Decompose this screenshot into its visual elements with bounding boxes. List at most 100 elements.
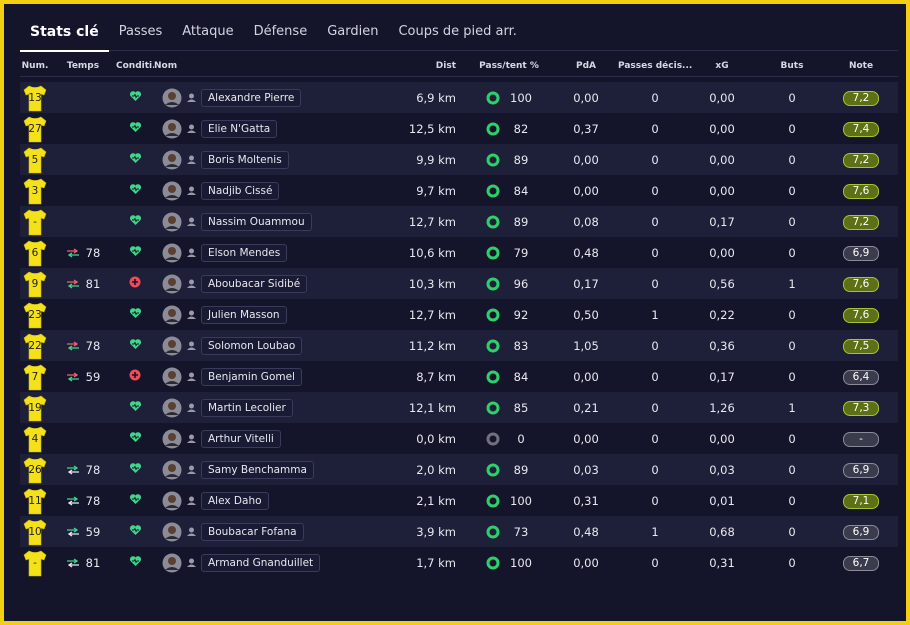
pass-ring [486, 401, 500, 414]
key-passes: 1 [651, 307, 659, 322]
player-row[interactable]: 7 59 Benjamin Gomel 8,7 km 84 0,00 0 0,17 0 6,4 [20, 361, 898, 392]
sub-icon [66, 371, 79, 382]
player-row[interactable]: 27 Elie N'Gatta 12,5 km 82 0,37 0 0,00 0 7,4 [20, 113, 898, 144]
sub-time: 81 [50, 556, 116, 570]
player-avatar [162, 336, 182, 355]
key-passes: 0 [651, 276, 659, 291]
jersey: 13 [20, 84, 50, 112]
pass-value: 100 [510, 555, 532, 570]
sub-icon [66, 495, 79, 506]
tab[interactable]: Défense [253, 24, 308, 39]
pda: 0,00 [573, 555, 599, 570]
condition [116, 431, 154, 446]
tab[interactable]: Stats clé [20, 14, 109, 52]
jersey-icon [23, 519, 47, 545]
pass-accuracy: 89 [464, 215, 554, 229]
jersey-number: 13 [28, 91, 42, 104]
player-row[interactable]: 23 Julien Masson 12,7 km 92 0,50 1 0,22 0 7,6 [20, 299, 898, 330]
goals: 0 [788, 524, 796, 539]
player-row[interactable]: - 81 Armand Gnanduillet 1,7 km 100 0,00 0 0,31 0… [20, 547, 898, 578]
role-icon [187, 403, 196, 412]
player-row[interactable]: 5 Boris Moltenis 9,9 km 89 0,00 0 0,00 0 7,2 [20, 144, 898, 175]
jersey-number: 9 [31, 277, 39, 290]
xg: 0,56 [709, 276, 735, 291]
player-name[interactable]: Samy Benchamma [201, 460, 314, 479]
role-icon [187, 527, 196, 536]
player-row[interactable]: 3 Nadjib Cissé 9,7 km 84 0,00 0 0,00 0 7,6 [20, 175, 898, 206]
key-passes: 0 [651, 400, 659, 415]
player-name[interactable]: Benjamin Gomel [201, 367, 302, 386]
tab[interactable]: Attaque [182, 24, 234, 39]
key-passes: 0 [651, 121, 659, 136]
note-cell: 6,4 [832, 369, 890, 385]
goals: 0 [788, 369, 796, 384]
player-name[interactable]: Martin Lecolier [201, 398, 293, 417]
pass-accuracy: 100 [464, 556, 554, 570]
player-row[interactable]: 26 78 Samy Benchamma 2,0 km 89 0,03 0 0,03 0 6,9 [20, 454, 898, 485]
note-cell: 7,2 [832, 152, 890, 168]
jersey-number: 3 [31, 184, 39, 197]
player-row[interactable]: 9 81 Aboubacar Sidibé 10,3 km 96 0,17 0 0,56 1 7,… [20, 268, 898, 299]
jersey: 26 [20, 456, 50, 484]
player-row[interactable]: 22 78 Solomon Loubao 11,2 km 83 1,05 0 0,36 0 7,5 [20, 330, 898, 361]
jersey-icon [23, 364, 47, 390]
player-avatar [162, 491, 182, 510]
pda: 0,37 [573, 121, 599, 136]
player-name[interactable]: Elson Mendes [201, 243, 288, 262]
condition [116, 245, 154, 260]
player-name[interactable]: Aboubacar Sidibé [201, 274, 308, 293]
sub-minute: 78 [85, 493, 101, 508]
player-avatar [162, 522, 182, 541]
pda: 0,08 [573, 214, 599, 229]
player-row[interactable]: 11 78 Alex Daho 2,1 km 100 0,31 0 0,01 0 7,1 [20, 485, 898, 516]
note-cell: 7,6 [832, 183, 890, 199]
player-name[interactable]: Elie N'Gatta [201, 119, 278, 138]
key-passes: 0 [651, 152, 659, 167]
xg: 0,00 [709, 245, 735, 260]
condition [116, 524, 154, 539]
tab-bar: Stats clé Passes Attaque Défense Gardien Coup… [20, 14, 898, 52]
condition [116, 276, 154, 291]
player-row[interactable]: 6 78 Elson Mendes 10,6 km 79 0,48 0 0,00 0 6,9 [20, 237, 898, 268]
condition [116, 338, 154, 353]
tab[interactable]: Coups de pied arr. [398, 24, 517, 39]
player-row[interactable]: 4 Arthur Vitelli 0,0 km 0 0,00 0 0,00 0 - [20, 423, 898, 454]
player-row[interactable]: 10 59 Boubacar Fofana 3,9 km 73 0,48 1 0,68 0 6,9 [20, 516, 898, 547]
pass-value: 73 [513, 524, 529, 539]
pass-ring [486, 370, 500, 383]
table-body: 13 Alexandre Pierre 6,9 km 100 0,00 0 0,00 0 7,2… [20, 82, 898, 578]
jersey-icon [23, 333, 47, 359]
xg: 0,00 [709, 152, 735, 167]
player-row[interactable]: 19 Martin Lecolier 12,1 km 85 0,21 0 1,26 1 7,3 [20, 392, 898, 423]
player-name[interactable]: Boubacar Fofana [201, 522, 304, 541]
distance: 12,5 km [408, 121, 456, 136]
player-name[interactable]: Alexandre Pierre [201, 88, 302, 107]
goals: 0 [788, 152, 796, 167]
player-name[interactable]: Arthur Vitelli [201, 429, 281, 448]
note-cell: 7,4 [832, 121, 890, 137]
player-name[interactable]: Alex Daho [201, 491, 269, 510]
player-name[interactable]: Armand Gnanduillet [201, 553, 321, 572]
tab[interactable]: Passes [118, 24, 163, 39]
jersey: 23 [20, 301, 50, 329]
goals: 1 [788, 400, 796, 415]
distance: 6,9 km [416, 90, 456, 105]
player: Benjamin Gomel [154, 367, 394, 387]
player-name[interactable]: Boris Moltenis [201, 150, 289, 169]
condition-icon [129, 463, 141, 473]
note-cell: 7,5 [832, 338, 890, 354]
player-name[interactable]: Julien Masson [201, 305, 287, 324]
player-name[interactable]: Nassim Ouammou [201, 212, 312, 231]
xg: 0,00 [709, 431, 735, 446]
player-row[interactable]: 13 Alexandre Pierre 6,9 km 100 0,00 0 0,00 0 7,2 [20, 82, 898, 113]
pass-value: 89 [513, 462, 529, 477]
player-name[interactable]: Nadjib Cissé [201, 181, 280, 200]
player-row[interactable]: - Nassim Ouammou 12,7 km 89 0,08 0 0,17 0 7,2 [20, 206, 898, 237]
player: Elson Mendes [154, 243, 394, 263]
player-name[interactable]: Solomon Loubao [201, 336, 303, 355]
tab[interactable]: Gardien [327, 24, 379, 39]
player: Armand Gnanduillet [154, 553, 394, 573]
pda: 0,00 [573, 431, 599, 446]
goals: 0 [788, 90, 796, 105]
